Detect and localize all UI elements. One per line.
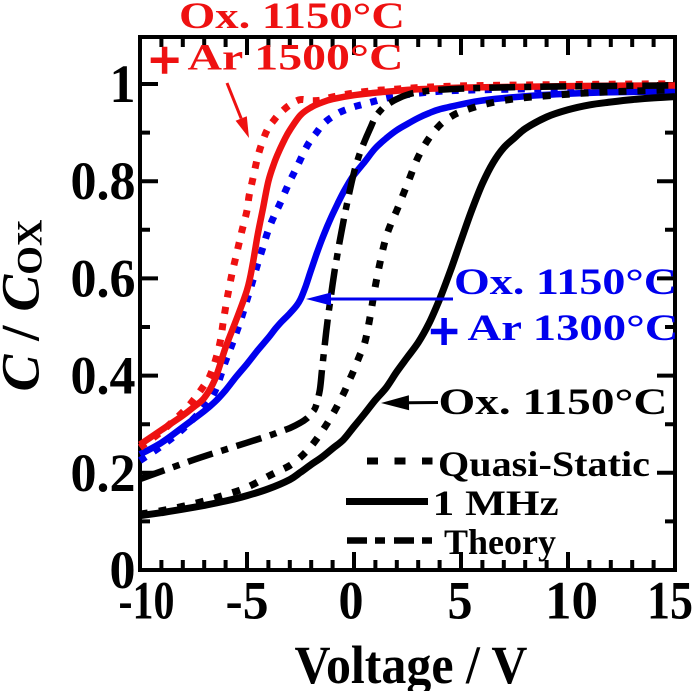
svg-text:15: 15 <box>647 571 693 631</box>
svg-text:Ar 1300°C: Ar 1300°C <box>468 308 679 349</box>
svg-text:0.6: 0.6 <box>71 248 136 308</box>
svg-text:1: 1 <box>110 54 136 114</box>
svg-text:Voltage / V: Voltage / V <box>295 635 528 691</box>
svg-text:-5: -5 <box>226 571 269 631</box>
svg-text:Theory: Theory <box>444 522 556 562</box>
svg-text:-10: -10 <box>119 571 175 631</box>
svg-text:Ox. 1150°C: Ox. 1150°C <box>454 262 677 303</box>
svg-text:1 MHz: 1 MHz <box>433 483 559 523</box>
svg-text:Ox. 1150°C: Ox. 1150°C <box>439 382 668 423</box>
svg-text:Ar 1500°C: Ar 1500°C <box>188 38 404 79</box>
svg-text:Ox. 1150°C: Ox. 1150°C <box>179 0 405 37</box>
svg-text:0: 0 <box>339 571 364 631</box>
svg-text:0.4: 0.4 <box>71 346 136 406</box>
svg-text:0: 0 <box>110 540 136 600</box>
svg-text:Quasi-Static: Quasi-Static <box>438 444 650 484</box>
svg-text:0.2: 0.2 <box>71 443 136 503</box>
svg-text:5: 5 <box>448 571 473 631</box>
svg-text:C / COX: C / COX <box>0 219 51 391</box>
svg-text:0.8: 0.8 <box>71 151 136 211</box>
svg-text:10: 10 <box>545 571 598 631</box>
